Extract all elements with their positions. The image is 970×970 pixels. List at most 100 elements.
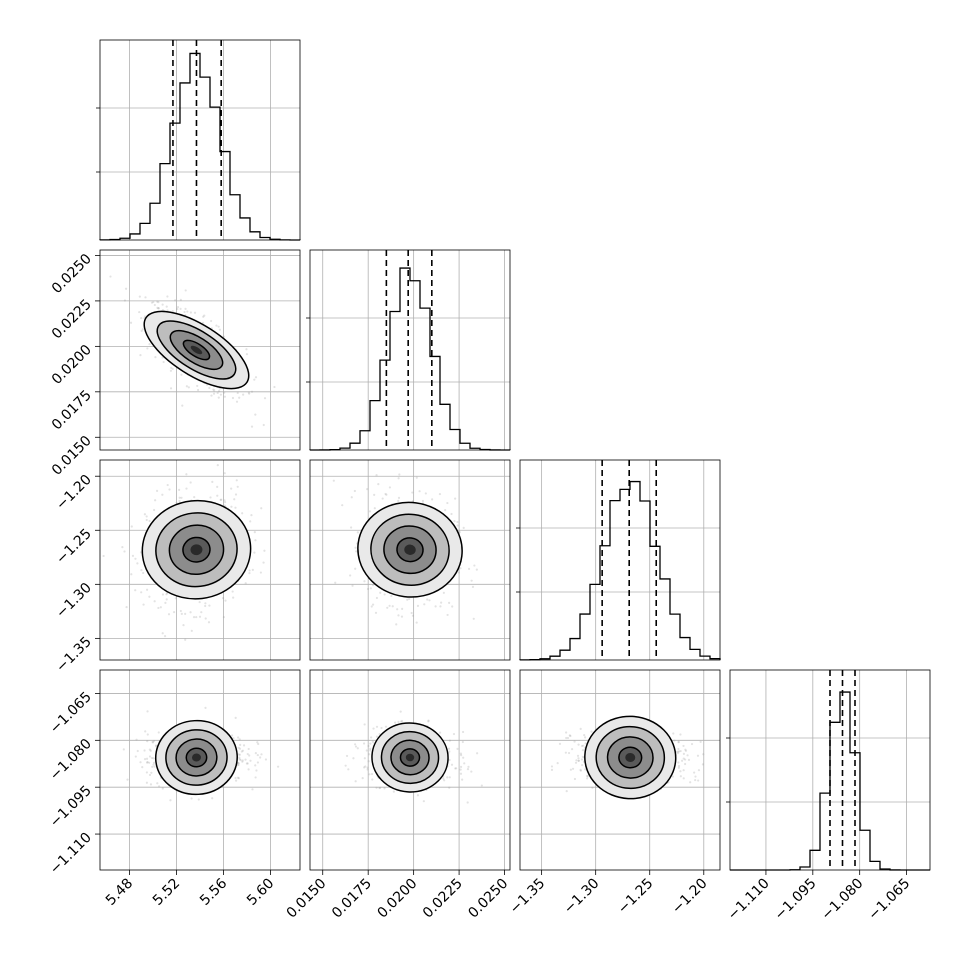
sample-point xyxy=(223,395,226,398)
sample-point xyxy=(443,779,446,782)
sample-point xyxy=(582,744,585,747)
sample-point xyxy=(460,754,463,757)
sample-point xyxy=(236,391,239,395)
sample-point xyxy=(196,388,200,392)
sample-point xyxy=(139,761,142,764)
sample-point xyxy=(246,752,249,756)
y-tick-label-p3: −1.30 xyxy=(53,580,95,622)
sample-point xyxy=(152,763,155,766)
sample-point xyxy=(155,489,159,492)
sample-point xyxy=(677,747,680,751)
sample-point xyxy=(254,752,257,755)
sample-point xyxy=(249,520,252,523)
sample-point xyxy=(169,369,173,372)
sample-point xyxy=(184,307,187,311)
sample-point xyxy=(415,621,418,624)
sample-point xyxy=(212,388,215,391)
sample-point xyxy=(235,400,239,403)
sample-point xyxy=(371,584,375,587)
sample-point xyxy=(220,498,223,501)
sample-point xyxy=(452,732,456,736)
sample-point xyxy=(124,287,128,290)
sample-point xyxy=(157,307,160,310)
sample-point xyxy=(139,354,142,357)
sample-point xyxy=(366,766,369,769)
sample-point xyxy=(148,519,151,523)
sample-point xyxy=(195,615,198,619)
sample-point xyxy=(240,750,243,753)
sample-point xyxy=(237,736,240,739)
sample-point xyxy=(174,597,177,600)
sample-point xyxy=(255,769,258,772)
sample-point xyxy=(250,514,253,517)
sample-point xyxy=(156,300,159,303)
sample-point xyxy=(149,749,152,752)
sample-point xyxy=(350,496,353,499)
sample-point xyxy=(388,604,391,607)
sample-point xyxy=(368,753,371,756)
scatter-panel-3-2 xyxy=(309,459,511,661)
sample-point xyxy=(457,571,460,574)
sample-point xyxy=(580,744,584,748)
sample-point xyxy=(416,604,420,607)
sample-point xyxy=(383,593,386,596)
sample-point xyxy=(590,730,593,733)
sample-point xyxy=(262,423,265,427)
sample-point xyxy=(254,376,258,379)
sample-point xyxy=(276,765,280,768)
density-level-5 xyxy=(404,544,416,555)
sample-point xyxy=(366,768,369,771)
sample-point xyxy=(148,748,152,751)
sample-point xyxy=(442,777,445,780)
sample-point xyxy=(385,493,388,496)
sample-point xyxy=(584,768,587,771)
sample-point xyxy=(241,760,244,763)
sample-point xyxy=(568,734,571,737)
sample-point xyxy=(690,742,694,746)
sample-point xyxy=(397,614,400,617)
x-tick-label-p3: −1.35 xyxy=(507,876,549,918)
sample-point xyxy=(161,356,164,359)
sample-point xyxy=(144,730,147,733)
sample-point xyxy=(148,755,152,758)
x-tick-label-p1: 5.56 xyxy=(197,875,230,908)
sample-point xyxy=(377,483,380,486)
panel-frame xyxy=(99,39,301,241)
histogram-steps xyxy=(99,52,301,241)
sample-point xyxy=(141,328,144,331)
sample-point xyxy=(176,307,179,311)
sample-point xyxy=(370,605,373,608)
sample-point xyxy=(574,761,578,764)
sample-point xyxy=(466,768,470,771)
panel-content xyxy=(520,670,720,870)
contour-line-1 xyxy=(396,537,424,563)
sample-point xyxy=(679,733,682,736)
sample-point xyxy=(242,744,246,747)
x-tick-label-p3: −1.20 xyxy=(669,876,711,918)
sample-point xyxy=(581,764,584,767)
sample-point xyxy=(565,736,568,740)
sample-point xyxy=(362,742,366,745)
sample-point xyxy=(442,591,445,594)
sample-point xyxy=(399,710,402,713)
sample-point xyxy=(204,604,207,608)
sample-point xyxy=(154,744,158,747)
panel-frame xyxy=(309,249,511,451)
sample-point xyxy=(379,786,382,789)
sample-point xyxy=(422,800,425,803)
sample-point xyxy=(169,387,173,390)
sample-point xyxy=(148,773,152,777)
sample-point xyxy=(192,616,196,619)
contour-line-1 xyxy=(618,746,643,769)
sample-point xyxy=(190,629,193,632)
sample-point xyxy=(363,757,366,760)
density-level-5 xyxy=(625,752,636,763)
sample-point xyxy=(223,504,226,507)
sample-point xyxy=(332,479,335,482)
sample-point xyxy=(677,764,681,768)
sample-point xyxy=(581,748,585,752)
sample-point xyxy=(222,616,225,619)
sample-point xyxy=(694,775,697,778)
sample-point xyxy=(378,786,381,790)
sample-point xyxy=(207,621,211,624)
